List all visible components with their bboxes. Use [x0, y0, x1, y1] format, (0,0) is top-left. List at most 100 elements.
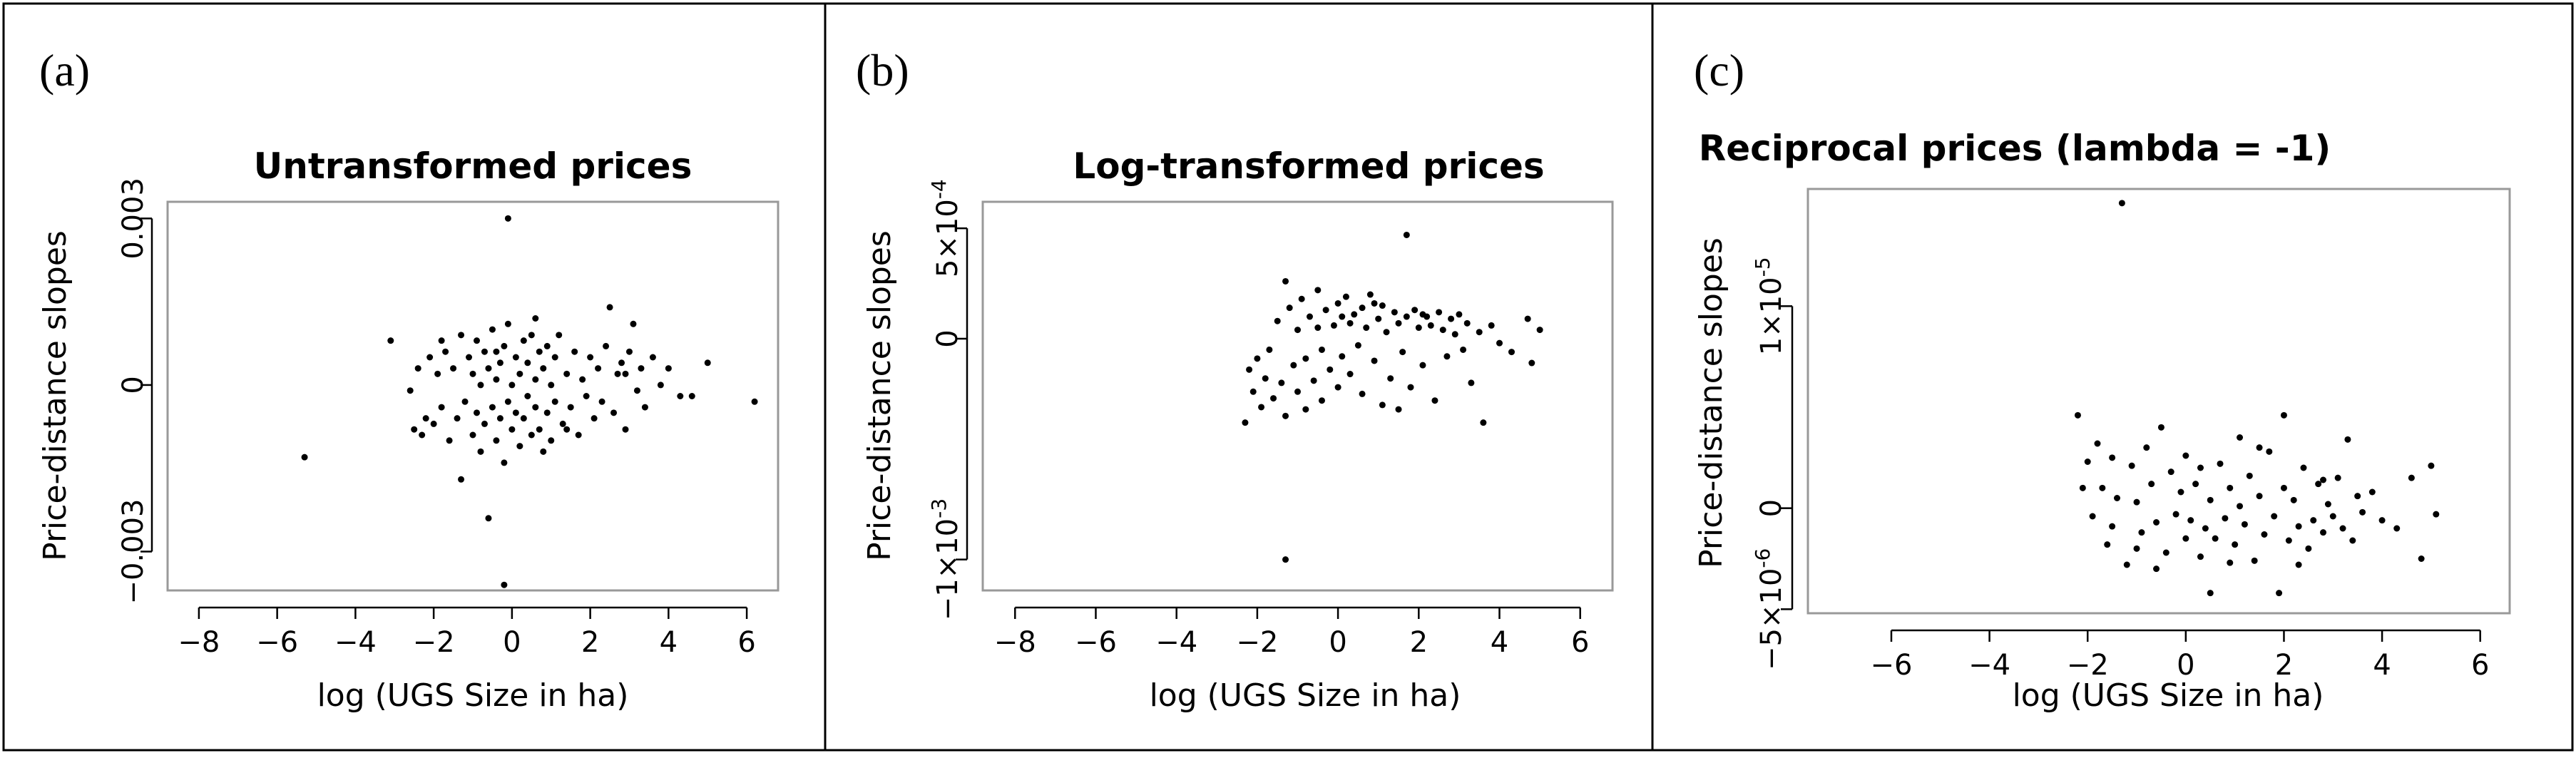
data-point — [2148, 481, 2155, 488]
data-point — [2256, 444, 2263, 451]
data-point — [2104, 541, 2111, 548]
data-point — [422, 415, 429, 422]
data-point — [2237, 503, 2244, 510]
data-point — [1524, 315, 1531, 322]
data-point — [414, 365, 421, 372]
data-point — [2109, 454, 2116, 461]
data-point — [496, 415, 504, 422]
x-tick-label: −6 — [256, 626, 298, 659]
data-point — [450, 365, 457, 372]
data-point — [2339, 525, 2346, 532]
data-point — [540, 365, 547, 372]
data-point — [657, 381, 664, 389]
x-tick-label: 6 — [1571, 626, 1589, 659]
plot-area — [166, 200, 780, 592]
data-point — [2197, 553, 2204, 560]
data-point — [677, 393, 684, 399]
data-point — [649, 354, 656, 361]
y-tick-exponent: -5 — [1751, 257, 1774, 277]
data-point — [1314, 287, 1322, 294]
data-point — [2329, 513, 2336, 520]
data-point — [419, 431, 426, 439]
data-point — [2305, 545, 2312, 552]
data-point — [1282, 277, 1289, 285]
y-tick-label: −0.003 — [117, 498, 150, 604]
data-point — [751, 398, 758, 405]
data-point — [548, 437, 555, 444]
data-point — [2143, 444, 2150, 451]
y-tick-label: 1×10-5 — [1751, 257, 1788, 355]
data-point — [1278, 379, 1285, 386]
data-point — [516, 443, 523, 450]
data-point — [1274, 317, 1281, 324]
data-point — [618, 359, 625, 367]
data-point — [1476, 329, 1483, 336]
y-tick-base: 5×10 — [931, 199, 964, 277]
data-point — [1371, 299, 1378, 307]
data-point — [426, 354, 434, 361]
data-point — [2192, 481, 2199, 488]
data-point — [2109, 523, 2116, 530]
panel-label: (b) — [856, 45, 909, 96]
data-point — [630, 320, 637, 327]
y-tick-base: −1×10 — [931, 518, 964, 620]
data-point — [571, 348, 578, 355]
data-point — [1339, 353, 1346, 360]
data-point — [1431, 397, 1438, 404]
data-point — [532, 404, 539, 411]
data-point — [481, 420, 488, 427]
data-point — [524, 359, 531, 367]
data-point — [598, 398, 605, 405]
data-point — [1270, 395, 1277, 402]
data-point — [1258, 404, 1265, 411]
data-point — [540, 448, 547, 455]
data-point — [2285, 537, 2292, 544]
x-tick-label: −4 — [1155, 626, 1197, 659]
y-tick-base: 0 — [931, 329, 964, 347]
y-axis-label: Price-distance slopes — [1693, 237, 1729, 568]
data-point — [1298, 295, 1305, 302]
data-point — [1327, 366, 1334, 373]
data-point — [2418, 555, 2425, 562]
x-tick-label: 2 — [2275, 649, 2293, 682]
data-point — [1286, 304, 1293, 312]
data-point — [1391, 309, 1398, 316]
data-point — [504, 398, 511, 405]
data-point — [536, 426, 543, 433]
data-point — [2162, 549, 2169, 556]
data-point — [532, 315, 539, 322]
panel-c: (c) Reciprocal prices (lambda = -1) −6 −4 −2… — [1651, 2, 2574, 752]
data-point — [2187, 517, 2194, 524]
x-tick-label: 6 — [2471, 649, 2489, 682]
data-point — [2182, 535, 2189, 542]
data-point — [1306, 313, 1313, 320]
data-point — [2099, 484, 2106, 491]
x-tick-label: 2 — [581, 626, 599, 659]
y-tick-label: 5×10-4 — [927, 179, 964, 277]
data-point — [1330, 322, 1337, 329]
data-point — [485, 515, 492, 522]
y-tick-label: 0 — [931, 329, 964, 347]
data-point — [556, 332, 563, 339]
data-point — [469, 370, 476, 377]
data-point — [2089, 513, 2096, 520]
data-point — [2354, 493, 2361, 500]
data-point — [1246, 366, 1253, 373]
data-point — [1488, 322, 1495, 329]
data-point — [469, 431, 476, 439]
data-point — [2261, 531, 2268, 538]
data-point — [614, 370, 621, 377]
data-point — [2207, 496, 2214, 503]
data-point — [2349, 537, 2356, 544]
x-tick-label: −2 — [413, 626, 455, 659]
x-tick-label: −2 — [2067, 649, 2109, 682]
data-point — [2280, 411, 2287, 419]
x-tick-label: −2 — [1236, 626, 1278, 659]
data-point — [2227, 484, 2234, 491]
x-tick-label: −6 — [1075, 626, 1117, 659]
data-point — [1407, 384, 1414, 391]
data-point — [1290, 362, 1297, 369]
data-point — [458, 476, 465, 483]
data-point — [532, 376, 539, 383]
